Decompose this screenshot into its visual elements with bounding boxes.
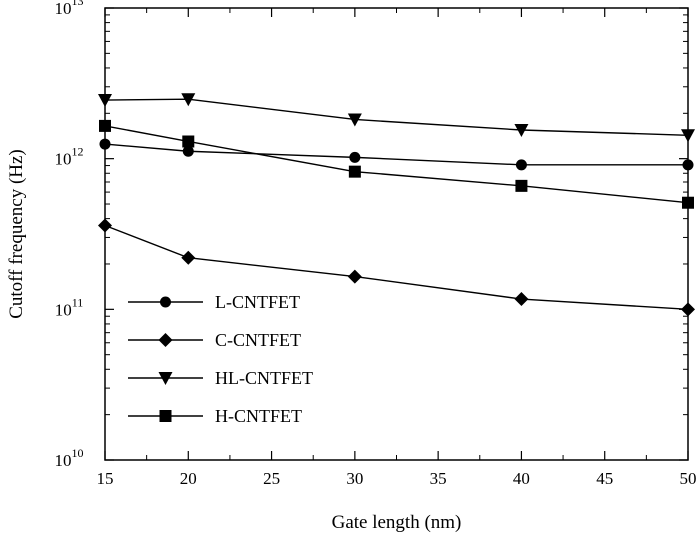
data-point [98,218,112,233]
series-c-cntfet [98,218,695,317]
axis-ticks [104,7,689,461]
x-tick-label: 45 [596,469,613,488]
x-tick-label: 15 [97,469,114,488]
data-point [681,302,695,317]
series-line [104,98,689,136]
x-tick-label: 50 [680,469,697,488]
data-point [347,113,362,127]
data-point [681,129,695,143]
legend-label: C-CNTFET [215,330,301,350]
legend-entry: C-CNTFET [128,330,301,350]
axis-tick-labels: 15 20 25 30 35 40 45 50 1010 1011 1012 1013 [55,0,697,488]
legend-label: H-CNTFET [215,406,302,426]
data-point [349,151,361,163]
legend-entry: HL-CNTFET [128,368,313,388]
legend: L-CNTFET C-CNTFET HL-CNTFET H-CNTFET [128,292,313,426]
x-axis-label: Gate length (nm) [332,512,462,533]
series-hl-cntfet [98,93,695,143]
series-layer [98,93,695,317]
legend-label: HL-CNTFET [215,368,313,388]
series-line [104,224,689,311]
y-tick-label: 1013 [55,0,84,18]
data-point [99,138,111,150]
data-point [682,196,694,209]
y-tick-label: 1010 [55,446,84,470]
y-tick-label: 1011 [55,295,84,319]
x-tick-label: 30 [346,469,363,488]
legend-marker [158,372,173,385]
data-point [182,135,195,148]
data-point [348,165,361,178]
data-point [514,123,529,137]
x-tick-label: 20 [180,469,197,488]
data-point [347,269,362,284]
x-tick-label: 25 [263,469,280,488]
y-tick-label: 1012 [55,145,84,169]
data-point [181,93,196,107]
series-h-cntfet [99,119,694,209]
legend-marker [159,410,172,422]
legend-label: L-CNTFET [215,292,300,312]
y-axis-label: Cutoff frequency (Hz) [6,149,27,319]
legend-marker [158,333,173,347]
data-point [182,145,194,157]
data-point [515,159,527,171]
legend-entry: L-CNTFET [128,292,300,312]
data-point [99,119,111,132]
legend-marker [160,296,171,308]
data-point [515,179,528,192]
data-point [514,292,529,307]
x-tick-label: 35 [430,469,447,488]
series-l-cntfet [99,138,694,171]
data-point [682,159,694,171]
x-tick-label: 40 [513,469,530,488]
plot-frame [104,7,689,461]
data-point [181,250,196,265]
data-point [98,94,112,108]
legend-entry: H-CNTFET [128,406,302,426]
